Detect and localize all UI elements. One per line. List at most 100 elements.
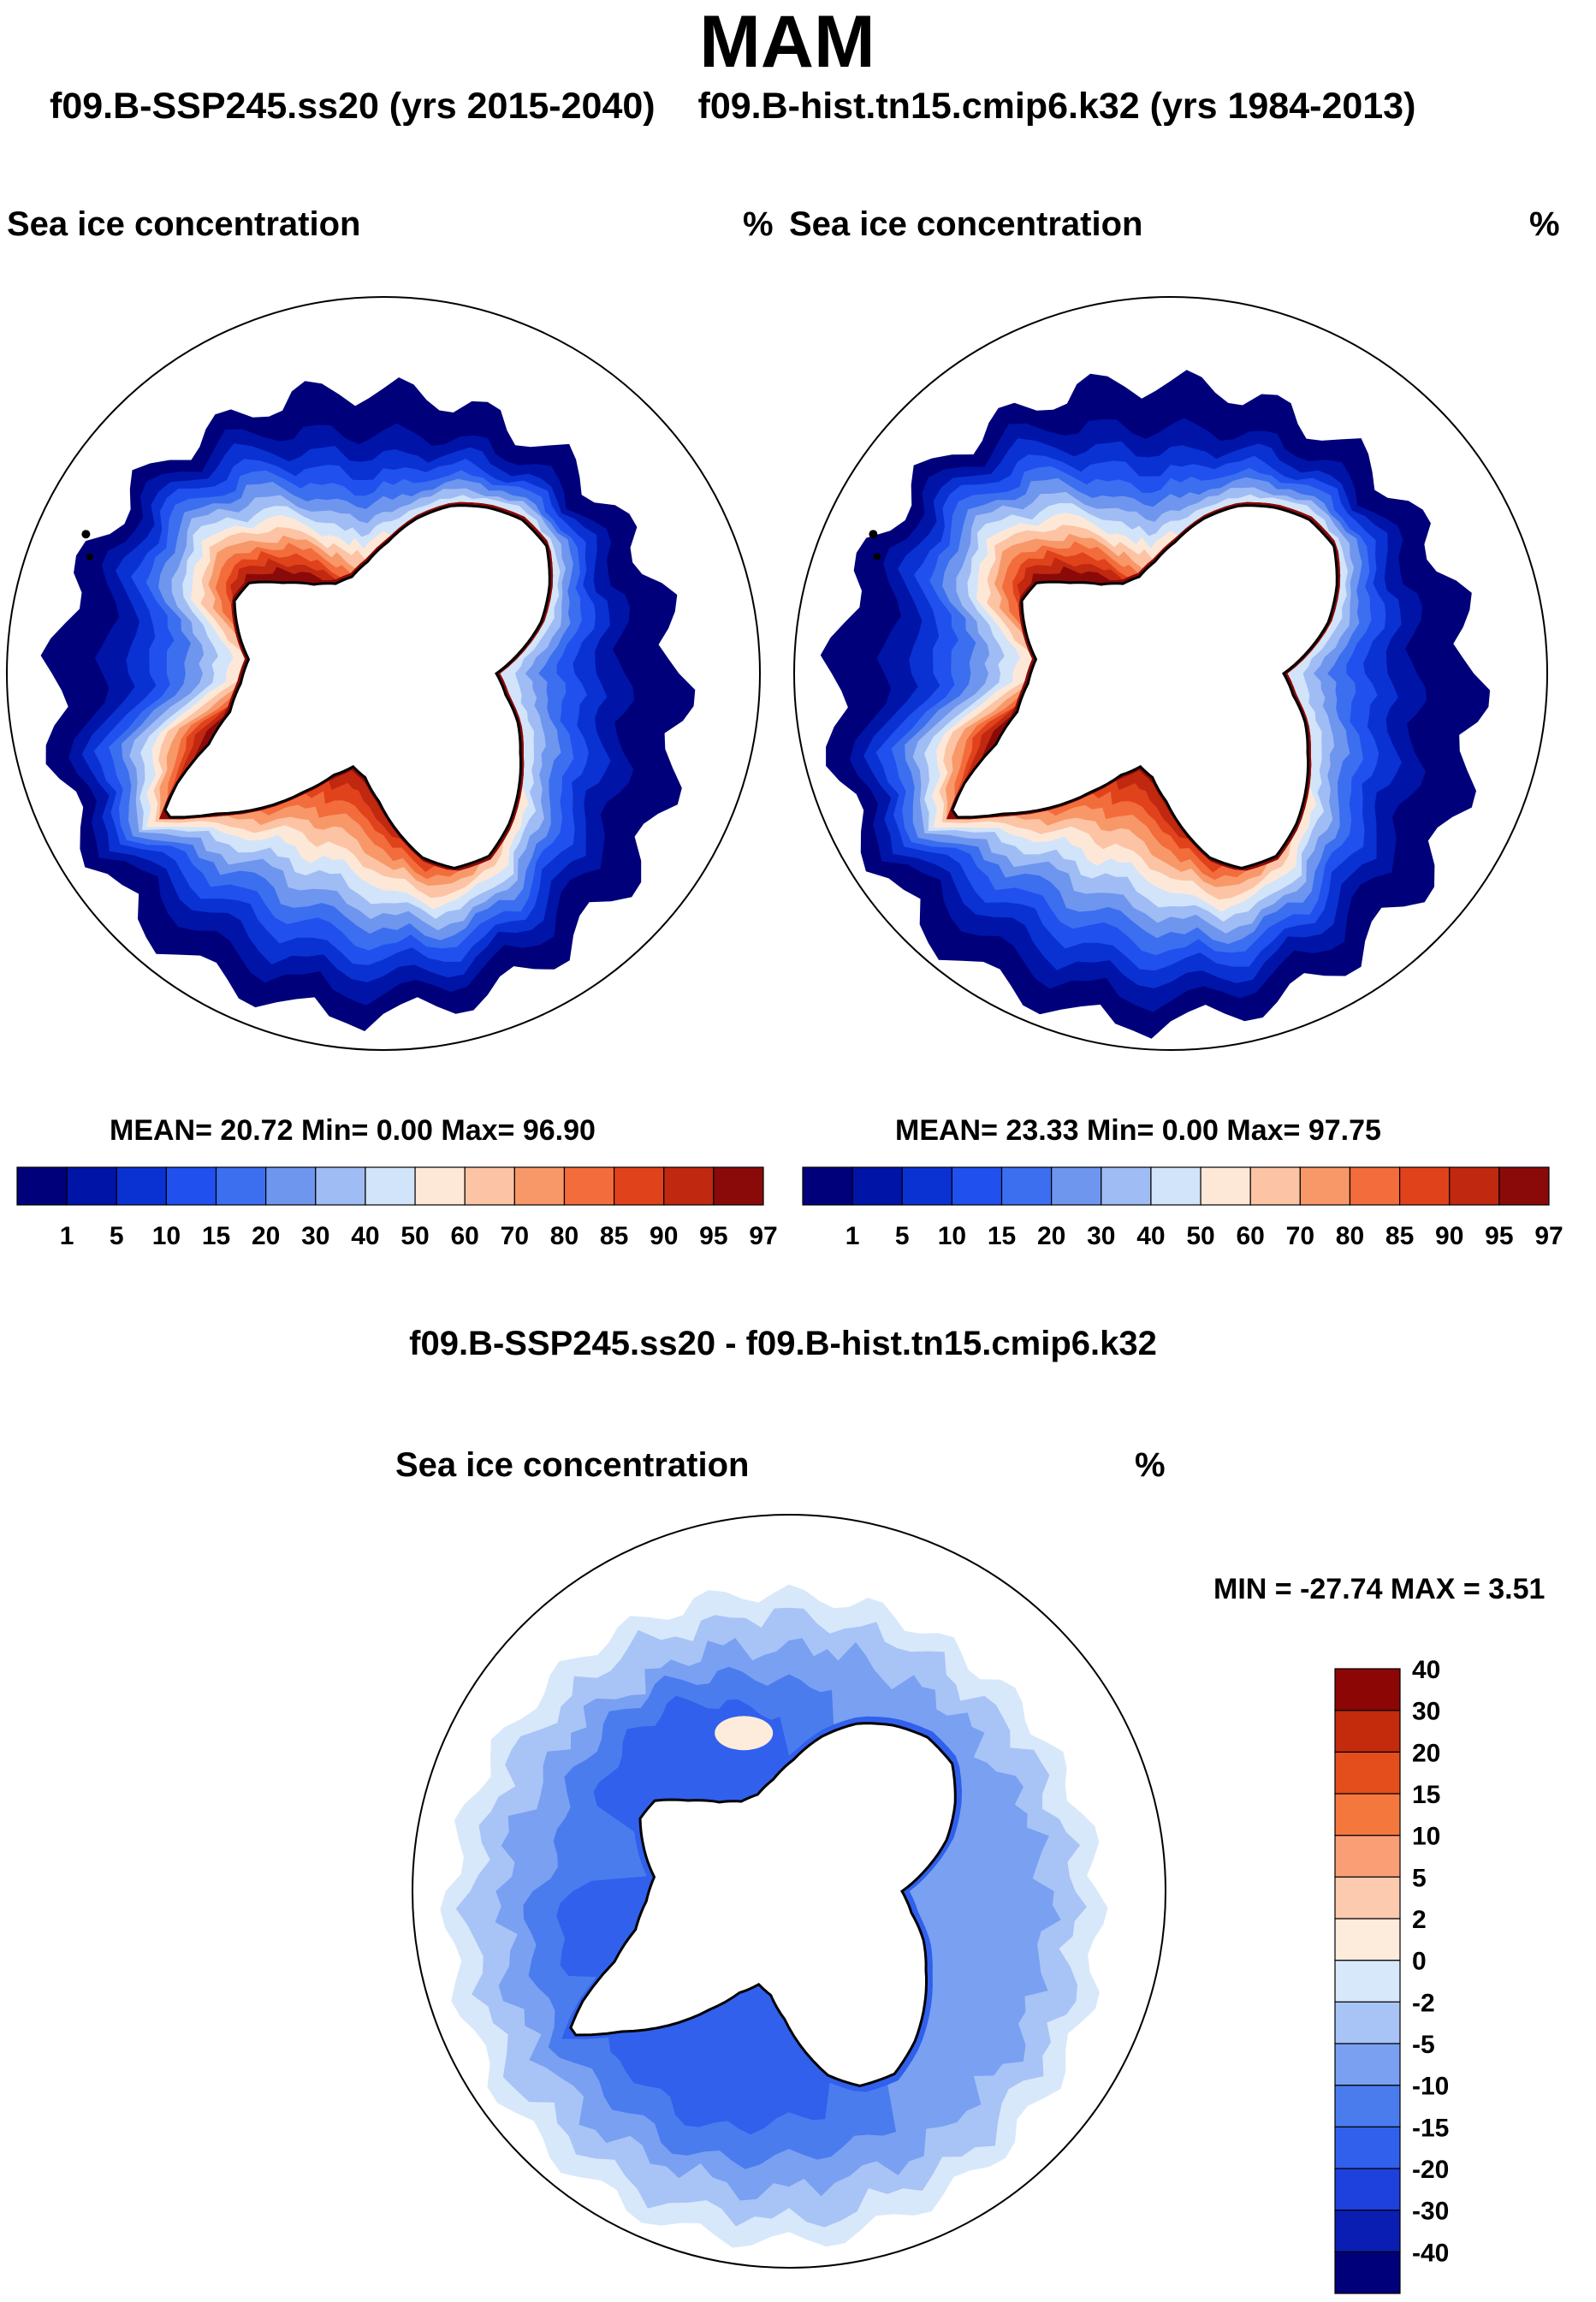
- colorbar-tick-label: 20: [1037, 1222, 1065, 1250]
- island-marker: [86, 553, 93, 561]
- colorbar-tick-label: 30: [1087, 1222, 1115, 1250]
- colorbar-tick-label: 50: [400, 1222, 429, 1250]
- colorbar-tick-label: 90: [1435, 1222, 1463, 1250]
- colorbar-tick-label: 30: [301, 1222, 329, 1250]
- colorbar-cell: [663, 1166, 715, 1206]
- colorbar-tick-label: 15: [988, 1222, 1016, 1250]
- season-title: MAM: [699, 1, 875, 83]
- antarctica-coastline: [569, 1722, 957, 2087]
- map-panel-diff: [412, 1514, 1166, 2269]
- panel-b-units: %: [1529, 205, 1560, 243]
- colorbar-cell: [1334, 2001, 1401, 2044]
- colorbar-tick-label: 85: [1385, 1222, 1414, 1250]
- colorbar-cell: [613, 1166, 665, 1206]
- colorbar-cell: [1349, 1166, 1401, 1206]
- colorbar-cell: [1334, 1876, 1401, 1919]
- colorbar-tick-label: -30: [1412, 2198, 1449, 2226]
- colorbar-cell: [116, 1166, 167, 1206]
- map-fill-group: [440, 1584, 1108, 2248]
- panel-a-units: %: [743, 205, 774, 243]
- colorbar-tick-label: -2: [1412, 1989, 1435, 2017]
- colorbar-cell: [1334, 2168, 1401, 2211]
- panel-a-variable: Sea ice concentration: [7, 205, 361, 243]
- colorbar-tick-label: -5: [1412, 2031, 1435, 2059]
- colorbar-tick-label: 50: [1186, 1222, 1214, 1250]
- colorbar-tick-label: -40: [1412, 2239, 1449, 2267]
- colorbar-cell: [1334, 1918, 1401, 1961]
- colorbar-cell: [1299, 1166, 1351, 1206]
- colorbar-tick-label: 2: [1412, 1906, 1427, 1934]
- colorbar-tick-label: 10: [1412, 1823, 1440, 1851]
- colorbar-tick-label: 40: [1412, 1656, 1440, 1684]
- colorbar-cell: [1249, 1166, 1301, 1206]
- colorbar-cell: [1150, 1166, 1201, 1206]
- colorbar-tick-label: 5: [1412, 1864, 1427, 1892]
- colorbar-cell: [414, 1166, 466, 1206]
- colorbar-tick-label: 30: [1412, 1698, 1440, 1726]
- colorbar-cell: [1498, 1166, 1550, 1206]
- map-panel-a: [6, 296, 761, 1051]
- colorbar-cell: [713, 1166, 764, 1206]
- colorbar-tick-label: 40: [351, 1222, 379, 1250]
- colorbar-tick-label: 1: [845, 1222, 860, 1250]
- colorbar-cell: [1334, 2126, 1401, 2169]
- panel-b-stats: MEAN= 23.33 Min= 0.00 Max= 97.75: [895, 1114, 1381, 1147]
- colorbar-tick-label: 15: [202, 1222, 230, 1250]
- colorbar-cell: [1334, 1793, 1401, 1836]
- colorbar-cell: [563, 1166, 615, 1206]
- colorbar-tick-label: 80: [550, 1222, 578, 1250]
- colorbar-tick-label: 10: [938, 1222, 966, 1250]
- colorbar-cell: [1334, 2251, 1401, 2294]
- diff-minmax: MIN = -27.74 MAX = 3.51: [1213, 1573, 1546, 1605]
- colorbar-tick-label: 20: [1412, 1739, 1440, 1767]
- colorbar-tick-label: 5: [110, 1222, 124, 1250]
- colorbar-cell: [901, 1166, 953, 1206]
- colorbar-cell: [1334, 1960, 1401, 2002]
- colorbar-cell: [1101, 1166, 1152, 1206]
- colorbar-cell: [165, 1166, 217, 1206]
- colorbar-cell: [1334, 1835, 1401, 1878]
- map-frame-circle: [6, 296, 761, 1051]
- colorbar-cell: [1334, 1751, 1401, 1795]
- colorbar-cell: [851, 1166, 903, 1206]
- antarctica-coastline: [163, 504, 551, 869]
- colorbar-cell: [1334, 2043, 1401, 2086]
- colorbar-cell: [66, 1166, 117, 1206]
- panel-b-variable: Sea ice concentration: [789, 205, 1143, 243]
- colorbar-tick-label: 85: [600, 1222, 628, 1250]
- colorbar-tick-label: 90: [650, 1222, 678, 1250]
- colorbar-tick-label: -10: [1412, 2073, 1449, 2101]
- colorbar-cell: [1334, 2210, 1401, 2252]
- diff-units: %: [1135, 1446, 1166, 1484]
- diff-positive-patch: [715, 1716, 774, 1751]
- colorbar-cell: [1200, 1166, 1251, 1206]
- colorbar-tick-label: 97: [1534, 1222, 1563, 1250]
- colorbar-cell: [1334, 1668, 1401, 1712]
- map-fill-group: [40, 377, 696, 1031]
- colorbar-cell: [16, 1166, 68, 1206]
- colorbar-tick-label: 15: [1412, 1781, 1440, 1809]
- panel-a-stats: MEAN= 20.72 Min= 0.00 Max= 96.90: [110, 1114, 596, 1147]
- colorbar-cell: [513, 1166, 566, 1206]
- colorbar-cell: [464, 1166, 515, 1206]
- map-frame-circle: [412, 1514, 1166, 2269]
- colorbar-tick-label: 40: [1136, 1222, 1165, 1250]
- colorbar-tick-label: 10: [152, 1222, 181, 1250]
- map-panel-b: [793, 296, 1548, 1051]
- colorbar-b: 1 5 10 15 20 30 40 50 60 70 80 85 90 95 97: [802, 1166, 1563, 1250]
- island-marker: [869, 530, 878, 539]
- island-marker: [873, 553, 881, 561]
- diff-variable: Sea ice concentration: [395, 1446, 750, 1484]
- map-frame-circle: [793, 296, 1548, 1051]
- colorbar-tick-label: -15: [1412, 2114, 1449, 2142]
- colorbar-tick-label: 1: [60, 1222, 74, 1250]
- case-a-label: f09.B-SSP245.ss20 (yrs 2015-2040): [50, 86, 656, 127]
- colorbar-cell: [802, 1166, 853, 1206]
- colorbar-tick-label: 20: [252, 1222, 280, 1250]
- colorbar-a: 1 5 10 15 20 30 40 50 60 70 80 85 90 95 97: [16, 1166, 778, 1250]
- colorbar-tick-label: 95: [699, 1222, 727, 1250]
- colorbar-tick-label: 80: [1336, 1222, 1364, 1250]
- colorbar-tick-label: 95: [1485, 1222, 1513, 1250]
